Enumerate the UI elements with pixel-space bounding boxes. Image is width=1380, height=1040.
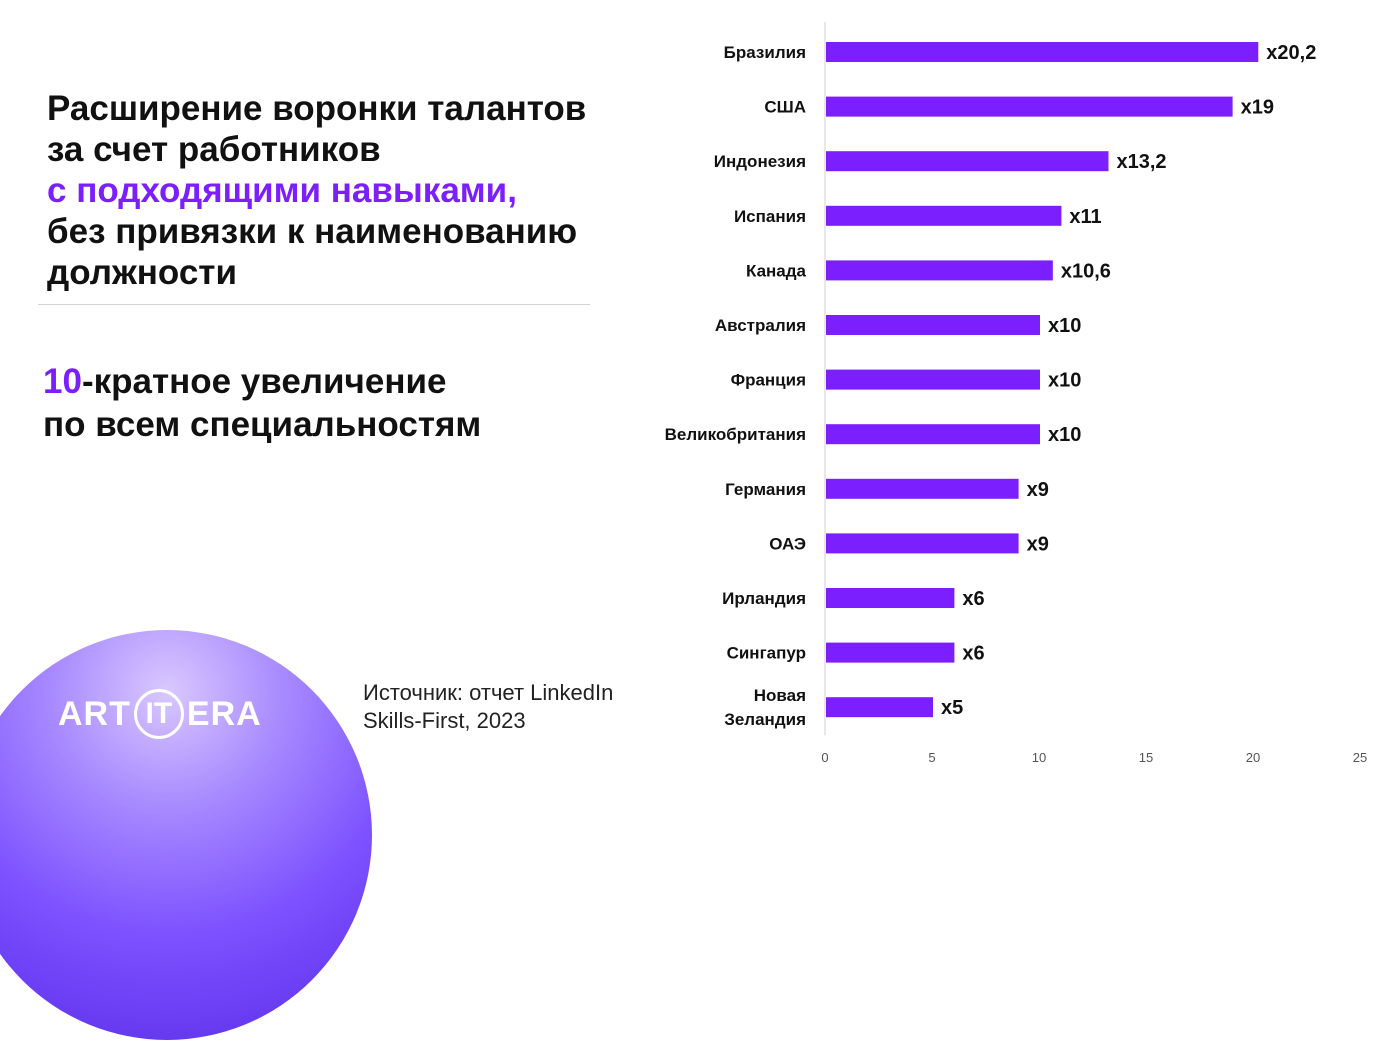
category-label: Великобритания: [665, 425, 806, 444]
bar: [826, 205, 1062, 226]
headline-line-5: должности: [47, 253, 237, 292]
x-tick-label: 0: [821, 750, 828, 765]
bar: [826, 151, 1109, 172]
category-label: Испания: [734, 207, 806, 226]
data-label: x11: [1069, 206, 1101, 228]
data-label: x6: [962, 643, 984, 665]
category-label: Сингапур: [727, 644, 806, 663]
category-label: Новая: [754, 686, 806, 705]
x-tick-label: 15: [1139, 750, 1153, 765]
logo-text-left: ART: [58, 694, 131, 733]
headline-line-4: без привязки к наименованию: [47, 212, 578, 251]
data-label: x20,2: [1266, 42, 1316, 64]
category-label: США: [764, 98, 806, 117]
headline: Расширение воронки талантов за счет рабо…: [47, 88, 657, 293]
headline-line-1: Расширение воронки талантов: [47, 89, 587, 128]
source-line-1: Источник: отчет LinkedIn: [363, 680, 614, 705]
x-tick-label: 25: [1353, 750, 1367, 765]
bar: [826, 588, 955, 608]
bar: [826, 533, 1019, 554]
category-label: Индонезия: [714, 152, 806, 171]
bar: [826, 260, 1053, 281]
headline-line-2: за счет работников: [47, 130, 381, 169]
stat-block: 10-кратное увеличение по всем специально…: [43, 360, 603, 446]
stat-number: 10: [43, 362, 82, 401]
stat-line-1-rest: -кратное увеличение: [81, 362, 447, 401]
data-label: x9: [1027, 479, 1049, 501]
stat-line-2: по всем специальностям: [43, 405, 482, 444]
source-note: Источник: отчет LinkedIn Skills-First, 2…: [363, 679, 683, 735]
category-label: ОАЭ: [769, 534, 806, 553]
bar: [826, 369, 1040, 390]
x-tick-label: 5: [928, 750, 935, 765]
data-label: x19: [1241, 97, 1274, 119]
headline-line-3-accent: с подходящими навыками,: [47, 171, 517, 210]
data-label: x10,6: [1061, 260, 1111, 282]
data-label: x9: [1027, 533, 1049, 555]
category-label: Ирландия: [722, 589, 806, 608]
category-label: Бразилия: [724, 43, 806, 62]
category-label: Канада: [746, 261, 807, 280]
bar: [826, 42, 1259, 62]
bar: [826, 424, 1040, 445]
bar: [826, 697, 933, 718]
divider: [38, 304, 590, 305]
category-label: Австралия: [715, 316, 806, 335]
x-tick-label: 10: [1032, 750, 1046, 765]
bar: [826, 315, 1040, 335]
data-label: x6: [962, 588, 984, 610]
stat-line-1: 10-кратное увеличение: [43, 360, 603, 403]
bar: [826, 642, 955, 663]
data-label: x10: [1048, 424, 1081, 446]
category-label: Германия: [725, 480, 806, 499]
data-label: x13,2: [1116, 151, 1166, 173]
logo-text-right: ERA: [186, 694, 262, 733]
data-label: x10: [1048, 370, 1081, 392]
bar: [826, 96, 1233, 117]
x-tick-label: 20: [1246, 750, 1260, 765]
data-label: x5: [941, 697, 963, 719]
bar-chart: Бразилия x20,2 США x19 Индонезия x13,2 Испания…: [665, 22, 1367, 765]
bar: [826, 478, 1019, 499]
source-line-2: Skills-First, 2023: [363, 708, 526, 733]
artitera-logo: ART IT ERA: [58, 689, 262, 739]
logo-ring: IT: [133, 689, 184, 739]
category-label: Зеландия: [724, 710, 806, 729]
category-label: Франция: [731, 371, 806, 390]
data-label: x10: [1048, 315, 1081, 337]
